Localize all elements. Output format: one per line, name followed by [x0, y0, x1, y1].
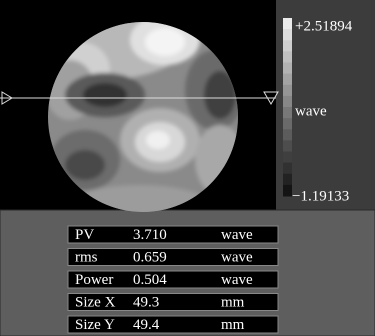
color-band [283, 140, 292, 152]
results-table: PV 3.710 wave rms 0.659 wave Power 0.504 wave Siz… [68, 226, 278, 333]
cell: rms [75, 249, 98, 265]
cell: wave [221, 227, 253, 243]
cell: 0.659 [133, 249, 167, 265]
cell: 49.4 [133, 317, 160, 333]
color-band [283, 51, 292, 63]
color-band [283, 107, 292, 119]
scale-max: +2.51894 [295, 18, 353, 34]
color-band [283, 163, 292, 175]
cell: wave [221, 249, 253, 265]
cell: Power [75, 272, 113, 288]
cell: PV [75, 227, 94, 243]
cell: 3.710 [133, 227, 167, 243]
cell: 0.504 [133, 272, 167, 288]
scale-unit: wave [295, 103, 327, 119]
cell: Size X [75, 294, 116, 310]
color-band [283, 129, 292, 141]
color-band [283, 152, 292, 164]
color-band [283, 85, 292, 97]
color-band [283, 40, 292, 52]
cell: wave [221, 272, 253, 288]
color-band [283, 74, 292, 86]
cell: Size Y [75, 317, 115, 333]
color-band [283, 118, 292, 130]
cell: mm [221, 317, 245, 333]
color-band [283, 63, 292, 75]
scale-min: −1.19133 [292, 188, 349, 204]
cell: 49.3 [133, 294, 159, 310]
color-band [283, 29, 292, 41]
display: +2.51894 wave −1.19133 PV 3.710 wave rms 0.6… [0, 0, 375, 336]
color-band [283, 18, 292, 30]
color-bar [283, 18, 292, 197]
color-band [283, 96, 292, 108]
color-band [283, 174, 292, 186]
cell: mm [221, 294, 245, 310]
interferometer-view: +2.51894 wave −1.19133 PV 3.710 wave rms 0.6… [0, 0, 375, 336]
color-band [283, 185, 292, 197]
